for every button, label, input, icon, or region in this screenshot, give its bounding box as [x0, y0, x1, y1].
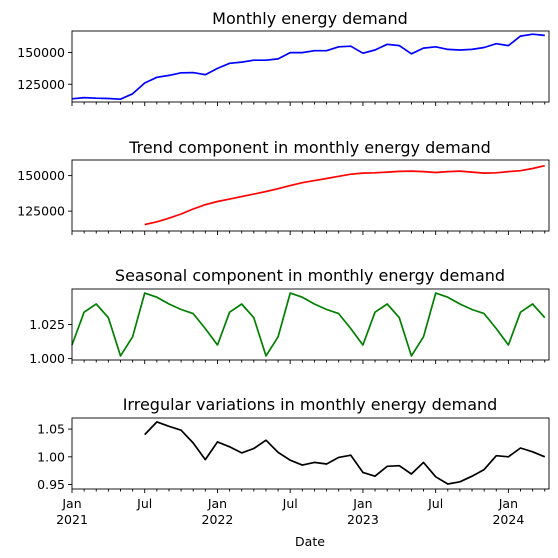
- panel-title: Irregular variations in monthly energy d…: [123, 395, 498, 414]
- x-tick-year-label: 2022: [202, 512, 234, 527]
- y-tick-label: 1.025: [29, 317, 65, 332]
- x-tick-label: Jul: [136, 496, 152, 511]
- y-tick-label: 125000: [17, 204, 65, 219]
- x-tick-label: Jan: [352, 496, 372, 511]
- panel-trend-component: Trend component in monthly energy demand…: [17, 138, 550, 235]
- x-axis-label: Date: [295, 534, 325, 549]
- y-tick-label: 150000: [17, 45, 65, 60]
- x-tick-label: Jul: [282, 496, 298, 511]
- x-tick-label: Jan: [207, 496, 227, 511]
- panel-title: Seasonal component in monthly energy dem…: [115, 266, 505, 285]
- y-tick-label: 1.05: [37, 422, 65, 437]
- plot-frame: [71, 288, 550, 361]
- plot-frame: [71, 417, 550, 490]
- x-tick-label: Jan: [61, 496, 81, 511]
- panel-seasonal-component: Seasonal component in monthly energy dem…: [29, 266, 550, 366]
- y-tick-label: 1.000: [29, 351, 65, 366]
- y-tick-label: 0.95: [37, 477, 65, 492]
- panel-title: Monthly energy demand: [212, 9, 408, 28]
- y-tick-label: 125000: [17, 77, 65, 92]
- x-tick-year-label: 2021: [56, 512, 88, 527]
- x-tick-year-label: 2024: [492, 512, 524, 527]
- y-tick-label: 150000: [17, 168, 65, 183]
- series-line: [144, 164, 545, 226]
- series-line: [71, 33, 545, 101]
- panel-monthly-demand: Monthly energy demand 125000 150000: [17, 9, 550, 106]
- x-tick-label: Jan: [498, 496, 518, 511]
- panel-irregular-variations: Irregular variations in monthly energy d…: [37, 395, 550, 527]
- y-tick-label: 1.00: [37, 449, 65, 464]
- series-line: [144, 421, 546, 485]
- plot-frame: [71, 30, 550, 103]
- panel-title: Trend component in monthly energy demand: [128, 138, 491, 157]
- x-tick-year-label: 2023: [347, 512, 379, 527]
- plot-frame: [71, 159, 550, 232]
- series-line: [71, 292, 546, 357]
- x-tick-label: Jul: [427, 496, 443, 511]
